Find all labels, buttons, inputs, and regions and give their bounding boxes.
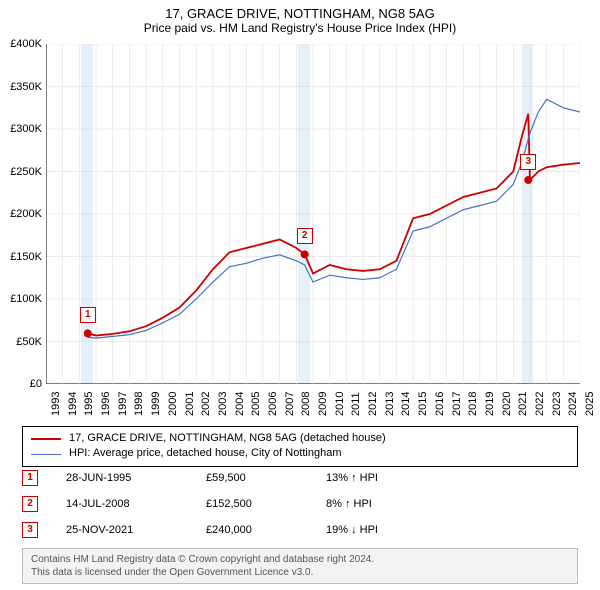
sale-record-marker: 3 xyxy=(22,522,38,538)
x-axis-label: 2007 xyxy=(284,392,296,416)
x-axis-label: 2005 xyxy=(250,392,262,416)
sale-marker-dot xyxy=(301,250,309,258)
legend-label: 17, GRACE DRIVE, NOTTINGHAM, NG8 5AG (de… xyxy=(69,431,386,446)
y-axis-label: £250K xyxy=(4,166,42,178)
x-axis-label: 1997 xyxy=(117,392,129,416)
x-axis-label: 1999 xyxy=(150,392,162,416)
x-axis-label: 2003 xyxy=(217,392,229,416)
sale-record-row: 3 25-NOV-2021£240,00019% ↓ HPI xyxy=(22,522,446,538)
sale-record-marker: 2 xyxy=(22,496,38,512)
x-axis-label: 2001 xyxy=(184,392,196,416)
chart-series-line xyxy=(88,114,580,336)
x-axis-label: 2002 xyxy=(200,392,212,416)
sale-record-price: £152,500 xyxy=(206,498,326,510)
x-axis-label: 2006 xyxy=(267,392,279,416)
sale-record-price: £59,500 xyxy=(206,472,326,484)
sale-record-price: £240,000 xyxy=(206,524,326,536)
y-axis-label: £400K xyxy=(4,38,42,50)
x-axis-label: 2022 xyxy=(534,392,546,416)
sale-marker-label: 3 xyxy=(520,154,536,170)
sale-marker-dot xyxy=(524,176,532,184)
x-axis-label: 2017 xyxy=(451,392,463,416)
chart-series-line xyxy=(88,99,580,338)
legend: 17, GRACE DRIVE, NOTTINGHAM, NG8 5AG (de… xyxy=(22,426,578,467)
page-subtitle: Price paid vs. HM Land Registry's House … xyxy=(0,21,600,39)
footer-line-2: This data is licensed under the Open Gov… xyxy=(31,566,569,579)
price-chart: 1 2 3 xyxy=(46,44,580,384)
sale-record-hpi: 13% ↑ HPI xyxy=(326,472,446,484)
x-axis-label: 2014 xyxy=(400,392,412,416)
x-axis-label: 1996 xyxy=(100,392,112,416)
x-axis-label: 2010 xyxy=(334,392,346,416)
x-axis-label: 1995 xyxy=(83,392,95,416)
footer-line-1: Contains HM Land Registry data © Crown c… xyxy=(31,553,569,566)
sale-marker-dot xyxy=(84,329,92,337)
legend-swatch xyxy=(31,454,61,455)
x-axis-label: 2011 xyxy=(350,392,362,416)
x-axis-label: 2009 xyxy=(317,392,329,416)
legend-swatch xyxy=(31,438,61,440)
x-axis-label: 1994 xyxy=(67,392,79,416)
x-axis-label: 2012 xyxy=(367,392,379,416)
x-axis-label: 2025 xyxy=(584,392,596,416)
sale-record-marker: 1 xyxy=(22,470,38,486)
x-axis-label: 2019 xyxy=(484,392,496,416)
y-axis-label: £150K xyxy=(4,251,42,263)
y-axis-label: £0 xyxy=(4,378,42,390)
legend-item: 17, GRACE DRIVE, NOTTINGHAM, NG8 5AG (de… xyxy=(31,431,569,446)
x-axis-label: 2016 xyxy=(434,392,446,416)
sale-marker-label: 2 xyxy=(297,228,313,244)
page-title: 17, GRACE DRIVE, NOTTINGHAM, NG8 5AG xyxy=(0,0,600,21)
sale-record-hpi: 8% ↑ HPI xyxy=(326,498,446,510)
sale-marker-label: 1 xyxy=(80,307,96,323)
x-axis-label: 2021 xyxy=(517,392,529,416)
sale-record-date: 28-JUN-1995 xyxy=(66,472,206,484)
y-axis-label: £50K xyxy=(4,336,42,348)
sale-record-row: 2 14-JUL-2008£152,5008% ↑ HPI xyxy=(22,496,446,512)
x-axis-label: 1998 xyxy=(133,392,145,416)
attribution-footer: Contains HM Land Registry data © Crown c… xyxy=(22,548,578,584)
x-axis-label: 2020 xyxy=(501,392,513,416)
y-axis-label: £350K xyxy=(4,81,42,93)
sale-record-row: 1 28-JUN-1995£59,50013% ↑ HPI xyxy=(22,470,446,486)
x-axis-label: 2018 xyxy=(467,392,479,416)
x-axis-label: 1993 xyxy=(50,392,62,416)
x-axis-label: 2024 xyxy=(567,392,579,416)
x-axis-label: 2000 xyxy=(167,392,179,416)
x-axis-label: 2004 xyxy=(234,392,246,416)
x-axis-label: 2013 xyxy=(384,392,396,416)
y-axis-label: £300K xyxy=(4,123,42,135)
legend-item: HPI: Average price, detached house, City… xyxy=(31,446,569,461)
legend-label: HPI: Average price, detached house, City… xyxy=(69,446,342,461)
x-axis-label: 2023 xyxy=(551,392,563,416)
sale-record-hpi: 19% ↓ HPI xyxy=(326,524,446,536)
y-axis-label: £200K xyxy=(4,208,42,220)
chart-svg xyxy=(46,44,580,384)
sale-record-date: 25-NOV-2021 xyxy=(66,524,206,536)
y-axis-label: £100K xyxy=(4,293,42,305)
x-axis-label: 2015 xyxy=(417,392,429,416)
sale-record-date: 14-JUL-2008 xyxy=(66,498,206,510)
x-axis-label: 2008 xyxy=(300,392,312,416)
